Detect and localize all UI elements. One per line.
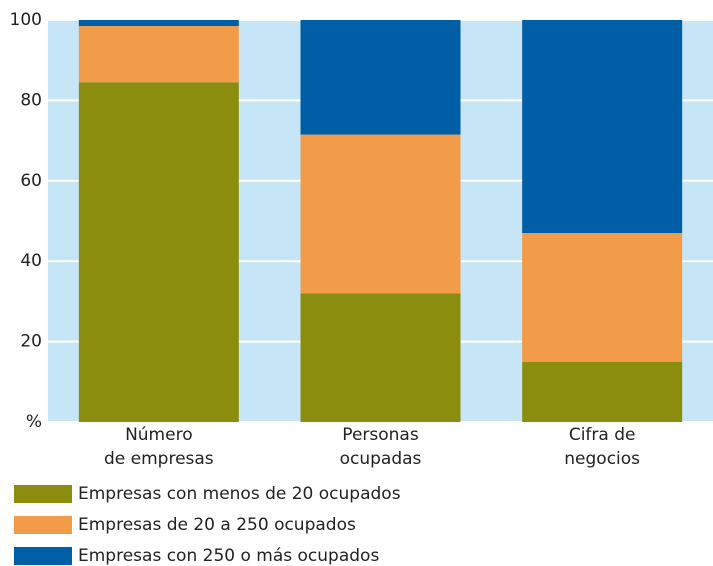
bar-segment [300, 20, 461, 135]
bar-segment [300, 293, 461, 422]
bar-segment [522, 20, 683, 234]
bar-segment [522, 233, 683, 362]
y-tick-label: % [26, 412, 42, 432]
y-tick-label: 60 [20, 171, 42, 191]
legend-swatch [14, 485, 72, 503]
legend-swatch [14, 516, 72, 534]
legend-label: Empresas con 250 o más ocupados [78, 546, 379, 566]
bar-segment [300, 134, 461, 294]
legend-swatch [14, 547, 72, 565]
bar-segment [78, 26, 239, 83]
bar-segment [78, 20, 239, 27]
y-tick-label: 20 [20, 332, 42, 352]
legend-label: Empresas de 20 a 250 ocupados [78, 515, 356, 535]
y-tick-label: 40 [20, 251, 42, 271]
x-tick-label: Número de empresas [104, 425, 214, 469]
x-tick-label: Cifra de negocios [564, 425, 640, 469]
bar-segment [78, 82, 239, 422]
x-tick-label: Personas ocupadas [340, 425, 422, 469]
bar-segment [522, 361, 683, 422]
legend-label: Empresas con menos de 20 ocupados [78, 484, 401, 504]
y-tick-label: 80 [20, 90, 42, 110]
y-tick-label: 100 [10, 10, 42, 30]
